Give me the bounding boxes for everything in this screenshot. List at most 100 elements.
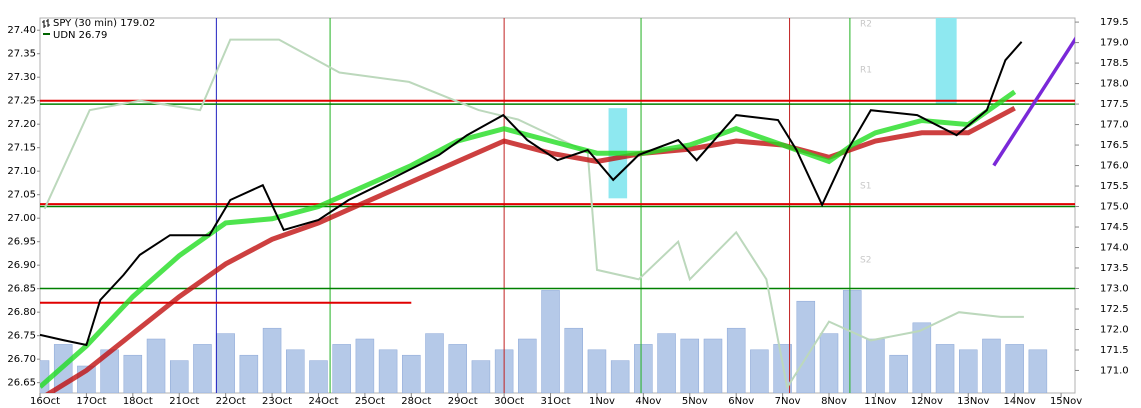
y2-tick-label: 173.5	[1100, 263, 1129, 274]
x-tick-label: 1Nov	[589, 396, 615, 407]
y2-tick-label: 179.5	[1100, 17, 1129, 28]
y2-tick-label: 174.5	[1100, 222, 1129, 233]
y2-tick-label: 171.5	[1100, 345, 1129, 356]
volume-bar	[842, 290, 862, 393]
plot	[40, 18, 1075, 393]
volume-bar	[564, 327, 583, 393]
x-tick-label: 25Oct	[355, 396, 385, 407]
x-tick-label: 31Oct	[541, 396, 571, 407]
y2-tick-label: 173.0	[1100, 283, 1129, 294]
volume-bar	[680, 338, 700, 393]
x-tick-label: 15Nov	[1050, 396, 1082, 407]
y2-tick-label: 176.0	[1100, 161, 1129, 172]
y2-tick-label: 177.5	[1100, 99, 1129, 110]
volume-bar	[471, 360, 491, 393]
y2-tick-label: 179.0	[1100, 38, 1129, 49]
y-tick-label: 27.35	[7, 49, 36, 60]
pivot-label: S1	[860, 182, 871, 192]
volume-bar	[239, 354, 259, 393]
volume-bar	[262, 327, 282, 393]
volume-bar	[541, 290, 560, 393]
y-tick-label: 27.20	[7, 119, 36, 130]
y-tick-label: 26.85	[7, 284, 36, 295]
y-tick-label: 27.40	[7, 25, 36, 36]
volume-bar	[889, 354, 908, 393]
x-tick-label: 21Oct	[169, 396, 199, 407]
price-line	[40, 41, 1023, 347]
volume-bar	[286, 349, 305, 393]
volume-bar	[169, 360, 189, 393]
legend-icon	[42, 19, 50, 28]
y-tick-label: 26.80	[7, 307, 36, 318]
y-tick-label: 26.65	[7, 378, 36, 389]
volume-bar	[146, 338, 166, 393]
y2-tick-label: 175.5	[1100, 181, 1129, 192]
volume-bar	[1005, 344, 1024, 393]
volume-bar	[448, 344, 467, 393]
y-tick-label: 27.25	[7, 96, 36, 107]
x-tick-label: 23Oct	[262, 396, 292, 407]
volume-bar	[332, 344, 351, 393]
y-tick-label: 27.00	[7, 213, 36, 224]
udn-line	[43, 38, 1024, 391]
x-tick-label: 30Oct	[494, 396, 524, 407]
volume-bar	[935, 344, 955, 393]
volume-bar	[193, 344, 212, 393]
y-tick-label: 26.95	[7, 237, 36, 248]
y2-tick-label: 177.0	[1100, 120, 1129, 131]
volume-bar	[703, 338, 723, 393]
x-tick-label: 24Oct	[308, 396, 338, 407]
legend: SPY (30 min) 179.02 UDN 26.79	[42, 18, 155, 41]
y-tick-label: 27.15	[7, 143, 36, 154]
y2-tick-label: 176.5	[1100, 140, 1129, 151]
x-tick-label: 5Nov	[682, 396, 708, 407]
volume-bar	[796, 300, 816, 393]
volume-bar	[123, 354, 143, 393]
volume-bar	[309, 360, 328, 393]
x-tick-label: 13Nov	[957, 396, 989, 407]
volume-bar	[726, 327, 746, 393]
y2-tick-label: 174.0	[1100, 243, 1129, 254]
volume-bar	[355, 338, 375, 393]
x-tick-label: 8Nov	[821, 396, 847, 407]
y2-tick-label: 172.0	[1100, 324, 1129, 335]
y-tick-label: 26.70	[7, 354, 36, 365]
x-tick-label: 4Nov	[635, 396, 661, 407]
volume-bar	[1028, 349, 1048, 393]
y-tick-label: 27.10	[7, 166, 36, 177]
moving-average-ribbon	[45, 105, 1016, 393]
legend-label: SPY (30 min) 179.02	[53, 18, 155, 29]
volume-bar	[866, 338, 885, 393]
volume-bar	[912, 322, 932, 393]
y-tick-label: 27.05	[7, 190, 36, 201]
x-tick-label: 11Nov	[864, 396, 896, 407]
volume-bar	[216, 333, 235, 393]
y-tick-label: 27.30	[7, 72, 36, 83]
trendline	[992, 36, 1075, 167]
y2-tick-label: 178.5	[1100, 58, 1129, 69]
x-tick-label: 12Nov	[911, 396, 943, 407]
volume-bar	[750, 349, 769, 393]
y2-tick-label: 172.5	[1100, 304, 1129, 315]
y-tick-label: 26.75	[7, 331, 36, 342]
volume-bar	[518, 338, 537, 393]
volume-bar	[959, 349, 978, 393]
y-tick-label: 26.90	[7, 260, 36, 271]
x-tick-label: 22Oct	[216, 396, 246, 407]
x-tick-label: 7Nov	[775, 396, 801, 407]
x-tick-label: 16Oct	[30, 396, 60, 407]
volume-bar	[378, 349, 398, 393]
highlight-box	[935, 18, 957, 105]
pivot-label: R1	[860, 66, 872, 76]
x-tick-label: 29Oct	[448, 396, 478, 407]
volume-bar	[610, 360, 630, 393]
pivot-label: S2	[860, 256, 871, 266]
y2-tick-label: 171.0	[1100, 365, 1129, 376]
volume-bar	[634, 344, 653, 393]
y2-tick-label: 175.0	[1100, 202, 1129, 213]
pivot-label: R2	[860, 20, 872, 30]
legend-label: UDN 26.79	[53, 30, 107, 41]
volume-bar	[819, 333, 839, 393]
